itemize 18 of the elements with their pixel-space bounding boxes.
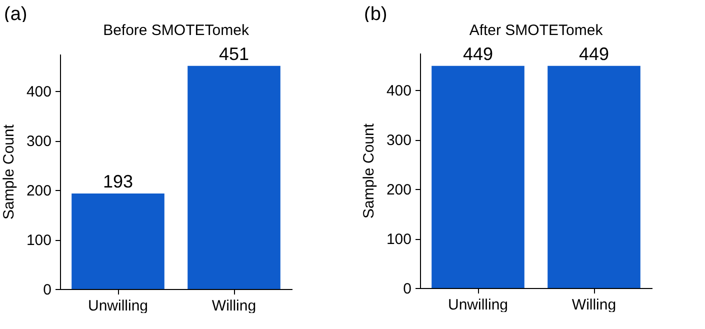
y-tick-label: 0 xyxy=(403,280,412,298)
data-label: 193 xyxy=(102,172,134,192)
chart-title: After SMOTETomek xyxy=(469,22,604,39)
y-tick-label: 400 xyxy=(386,82,412,100)
data-label: 451 xyxy=(218,44,250,64)
data-label: 449 xyxy=(462,44,494,64)
y-tick-label: 0 xyxy=(43,282,52,298)
y-tick-label: 200 xyxy=(386,182,412,199)
y-tick-label: 400 xyxy=(26,84,52,101)
data-label: 449 xyxy=(578,44,610,64)
y-tick-label: 100 xyxy=(386,231,412,248)
y-tick-label: 300 xyxy=(386,132,412,150)
y-tick-label: 300 xyxy=(26,133,52,150)
y-tick-label: 200 xyxy=(26,182,52,200)
chart-title: Before SMOTETomek xyxy=(103,22,250,39)
y-tick-label: 100 xyxy=(26,232,52,250)
y-axis-title: Sample Count xyxy=(0,124,18,220)
y-axis-title: Sample Count xyxy=(360,122,378,219)
